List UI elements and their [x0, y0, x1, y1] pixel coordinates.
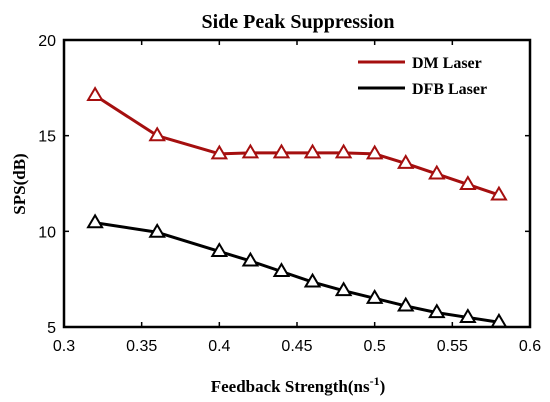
- data-point-dm-laser: [490, 185, 508, 201]
- y-tick-label: 5: [47, 320, 56, 337]
- y-tick-label: 10: [38, 224, 56, 241]
- legend-label-dm-laser: DM Laser: [412, 55, 482, 72]
- legend-label-dfb-laser: DFB Laser: [412, 81, 487, 98]
- data-point-dm-laser: [148, 126, 166, 142]
- data-point-dm-laser: [241, 143, 260, 159]
- data-point-dfb-laser: [334, 281, 353, 297]
- y-axis-label: SPS(dB): [10, 153, 29, 214]
- axis-layer: 0.3 0.35 0.4 0.45 0.5 0.55 0.6 5 10 15 20: [38, 33, 541, 355]
- data-point-dfb-laser: [148, 222, 166, 238]
- legend: DM Laser DFB Laser: [358, 55, 487, 98]
- data-point-dm-laser: [272, 143, 291, 159]
- data-point-dm-laser: [303, 143, 322, 159]
- data-point-dfb-laser: [459, 308, 477, 323]
- x-axis-label-text: Feedback Strength(ns: [211, 377, 370, 396]
- x-axis-label-superscript: -1: [370, 374, 380, 388]
- y-tick-label: 20: [38, 33, 56, 50]
- data-point-dm-laser: [365, 144, 384, 160]
- x-tick-label: 0.55: [437, 338, 468, 355]
- series-dm-laser: [86, 86, 508, 201]
- data-point-dm-laser: [210, 144, 229, 160]
- data-point-dm-laser: [86, 86, 104, 102]
- data-point-dm-laser: [428, 164, 446, 180]
- data-point-dm-laser: [459, 175, 477, 190]
- x-tick-label: 0.5: [364, 338, 386, 355]
- series-dfb-laser: [86, 213, 508, 328]
- data-point-dfb-laser: [272, 262, 291, 278]
- legend-item-dfb-laser: DFB Laser: [358, 81, 487, 98]
- x-tick-label: 0.3: [53, 338, 75, 355]
- data-point-dfb-laser: [86, 213, 104, 229]
- x-tick-label: 0.45: [281, 338, 312, 355]
- x-tick-label: 0.6: [519, 338, 541, 355]
- legend-item-dm-laser: DM Laser: [358, 55, 482, 72]
- series-layer: [86, 86, 508, 328]
- data-point-dm-laser: [334, 143, 353, 159]
- data-point-dfb-laser: [428, 303, 446, 319]
- y-tick-label: 15: [38, 129, 56, 146]
- x-axis-label: Feedback Strength(ns-1): [211, 374, 386, 396]
- data-point-dfb-laser: [396, 296, 415, 312]
- x-tick-label: 0.4: [208, 338, 230, 355]
- data-point-dfb-laser: [365, 288, 384, 304]
- data-point-dfb-laser: [241, 251, 260, 267]
- x-tick-label: 0.35: [126, 338, 157, 355]
- data-point-dm-laser: [396, 154, 415, 169]
- data-point-dfb-laser: [210, 242, 229, 257]
- x-axis-label-close: ): [380, 377, 386, 396]
- chart-title: Side Peak Suppression: [201, 11, 394, 33]
- data-point-dfb-laser: [303, 272, 322, 288]
